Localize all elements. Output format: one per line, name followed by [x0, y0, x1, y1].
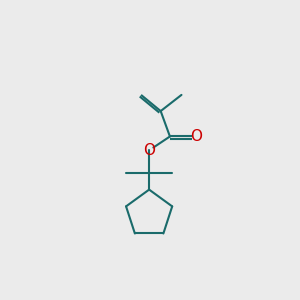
Text: O: O: [190, 129, 202, 144]
Text: O: O: [143, 143, 155, 158]
